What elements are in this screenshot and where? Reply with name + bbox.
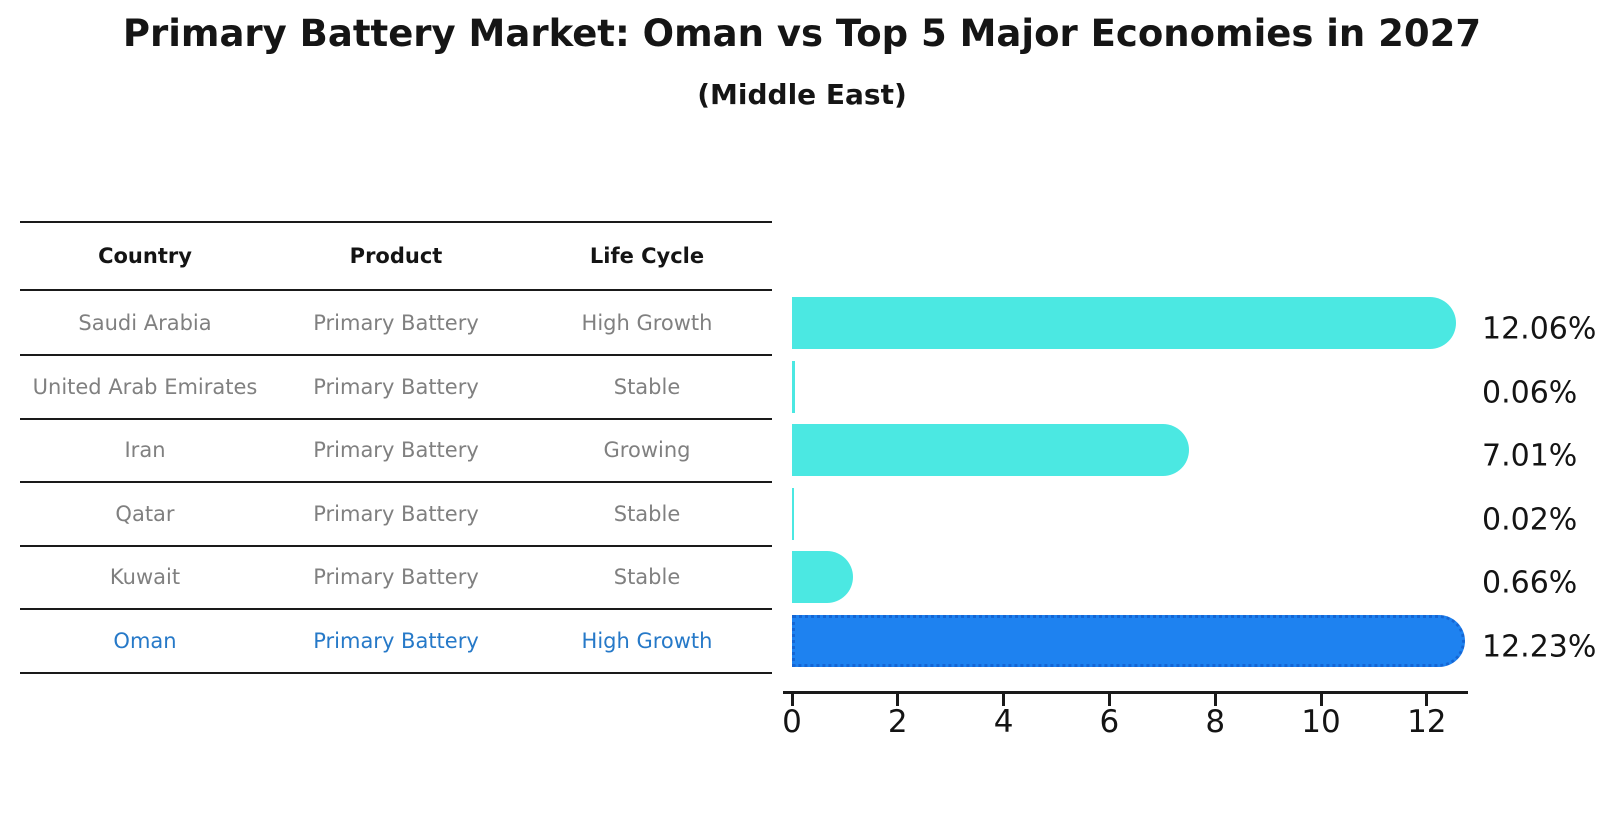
value-label-oman: 12.23%	[1482, 629, 1597, 665]
cell-country-saudi-arabia: Saudi Arabia	[78, 311, 212, 335]
cell-product-kuwait: Primary Battery	[313, 565, 479, 590]
value-label-saudi-arabia: 12.06%	[1482, 311, 1597, 347]
column-header-lifecycle: Life Cycle	[589, 244, 705, 268]
x-axis-tick	[1213, 694, 1217, 706]
x-axis-tick-label: 10	[1301, 704, 1341, 740]
table-divider	[20, 354, 772, 356]
bar-qatar	[792, 487, 794, 540]
table-divider	[20, 608, 772, 610]
cell-product-saudi-arabia: Primary Battery	[313, 311, 479, 335]
cell-product-iran: Primary Battery	[313, 438, 479, 463]
cell-lifecycle-kuwait: Stable	[613, 565, 681, 590]
bar-united-arab-emirates	[792, 360, 795, 413]
chart-subtitle: (Middle East)	[697, 78, 907, 111]
x-axis-tick	[1319, 694, 1323, 706]
table-divider	[20, 221, 772, 223]
x-axis-tick	[896, 694, 900, 706]
bar-iran	[792, 424, 1189, 477]
x-axis-tick	[1107, 694, 1111, 706]
value-label-iran: 7.01%	[1482, 438, 1578, 474]
chart-title: Primary Battery Market: Oman vs Top 5 Ma…	[122, 12, 1482, 55]
table-divider	[20, 545, 772, 547]
cell-country-iran: Iran	[124, 438, 166, 463]
table-divider	[20, 481, 772, 483]
x-axis-tick-label: 0	[782, 704, 802, 740]
x-axis-tick-label: 8	[1205, 704, 1226, 740]
cell-country-qatar: Qatar	[115, 501, 175, 526]
x-axis-tick-label: 4	[993, 704, 1014, 740]
cell-lifecycle-oman: High Growth	[581, 629, 713, 653]
table-divider	[20, 289, 772, 291]
x-axis-tick-label: 2	[887, 704, 908, 740]
table-divider	[20, 672, 772, 674]
cell-lifecycle-iran: Growing	[603, 438, 691, 463]
table-divider	[20, 418, 772, 420]
cell-product-oman: Primary Battery	[313, 629, 479, 653]
x-axis-tick	[790, 694, 794, 706]
x-axis-tick	[1002, 694, 1006, 706]
bar-saudi-arabia	[792, 297, 1456, 349]
cell-product-qatar: Primary Battery	[313, 501, 479, 526]
value-label-united-arab-emirates: 0.06%	[1482, 375, 1578, 411]
cell-lifecycle-saudi-arabia: High Growth	[581, 311, 713, 335]
cell-lifecycle-united-arab-emirates: Stable	[613, 374, 681, 399]
column-header-country: Country	[98, 244, 192, 268]
x-axis-line	[783, 691, 1468, 694]
value-label-qatar: 0.02%	[1482, 502, 1578, 538]
bar-kuwait	[792, 551, 853, 604]
value-label-kuwait: 0.66%	[1482, 565, 1578, 601]
x-axis-tick-label: 6	[1099, 704, 1120, 740]
bar-oman	[792, 615, 1465, 667]
x-axis-tick-label: 12	[1407, 704, 1447, 740]
column-header-product: Product	[349, 244, 443, 268]
x-axis-tick	[1425, 694, 1429, 706]
cell-country-kuwait: Kuwait	[109, 565, 181, 590]
cell-product-united-arab-emirates: Primary Battery	[313, 374, 479, 399]
cell-country-oman: Oman	[113, 629, 177, 653]
cell-lifecycle-qatar: Stable	[613, 501, 681, 526]
cell-country-united-arab-emirates: United Arab Emirates	[32, 374, 258, 399]
